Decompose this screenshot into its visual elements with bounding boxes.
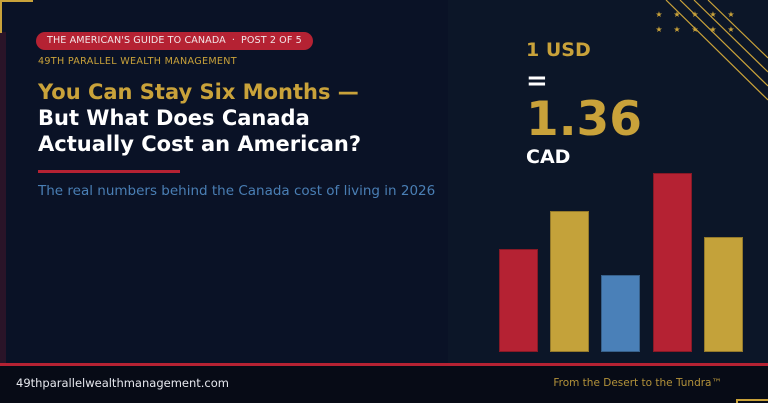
- series-badge: THE AMERICAN'S GUIDE TO CANADA · POST 2 OF…: [36, 32, 313, 50]
- left-accent-strip: [0, 32, 6, 364]
- exchange-from: 1 USD: [526, 39, 591, 61]
- corner-bracket-top-left-vertical: [0, 0, 2, 33]
- left-panel: [0, 0, 448, 364]
- svg-text:★: ★: [673, 25, 680, 34]
- website-link[interactable]: 49thparallelwealthmanagement.com: [16, 376, 229, 390]
- headline-line-1: You Can Stay Six Months —: [38, 80, 359, 104]
- corner-bracket-bottom-right: [736, 399, 768, 401]
- svg-text:★: ★: [655, 25, 662, 34]
- svg-text:★: ★: [691, 25, 698, 34]
- corner-bracket-bottom-right-vertical: [736, 399, 738, 403]
- decorative-bar: [499, 249, 538, 352]
- brand-name: 49TH PARALLEL WEALTH MANAGEMENT: [38, 56, 237, 67]
- diagonal-stripes-icon: [665, 0, 768, 101]
- svg-text:★: ★: [727, 10, 734, 19]
- svg-text:★: ★: [673, 10, 680, 19]
- decorative-bar: [652, 173, 692, 352]
- corner-bracket-top-left: [0, 0, 33, 2]
- decorative-bar: [703, 237, 743, 352]
- post-counter: POST 2 OF 5: [240, 35, 302, 46]
- headline-line-3: Actually Cost an American?: [38, 132, 362, 156]
- svg-text:★: ★: [727, 25, 734, 34]
- svg-text:★: ★: [691, 10, 698, 19]
- series-label: THE AMERICAN'S GUIDE TO CANADA: [47, 35, 226, 46]
- title-divider: [38, 170, 180, 173]
- svg-text:★: ★: [709, 25, 716, 34]
- headline-line-2: But What Does Canada: [38, 106, 310, 130]
- page-title: You Can Stay Six Months — But What Does …: [38, 79, 361, 157]
- exchange-equals: =: [526, 66, 548, 96]
- star-icon-grid: ★ ★ ★ ★ ★ ★ ★ ★ ★ ★: [655, 10, 734, 34]
- svg-text:★: ★: [655, 10, 662, 19]
- svg-text:★: ★: [709, 10, 716, 19]
- footer: 49thparallelwealthmanagement.com From th…: [0, 366, 768, 403]
- footer-divider: [0, 363, 768, 366]
- stars-and-stripes-decoration: ★ ★ ★ ★ ★ ★ ★ ★ ★ ★: [655, 0, 768, 101]
- subtitle: The real numbers behind the Canada cost …: [38, 183, 436, 199]
- decorative-bar: [601, 275, 641, 352]
- exchange-rate-value: 1.36: [526, 92, 642, 147]
- tagline: From the Desert to the Tundra™: [553, 377, 722, 389]
- exchange-to: CAD: [526, 146, 571, 168]
- decorative-bar: [550, 211, 590, 352]
- badge-separator: ·: [231, 35, 235, 46]
